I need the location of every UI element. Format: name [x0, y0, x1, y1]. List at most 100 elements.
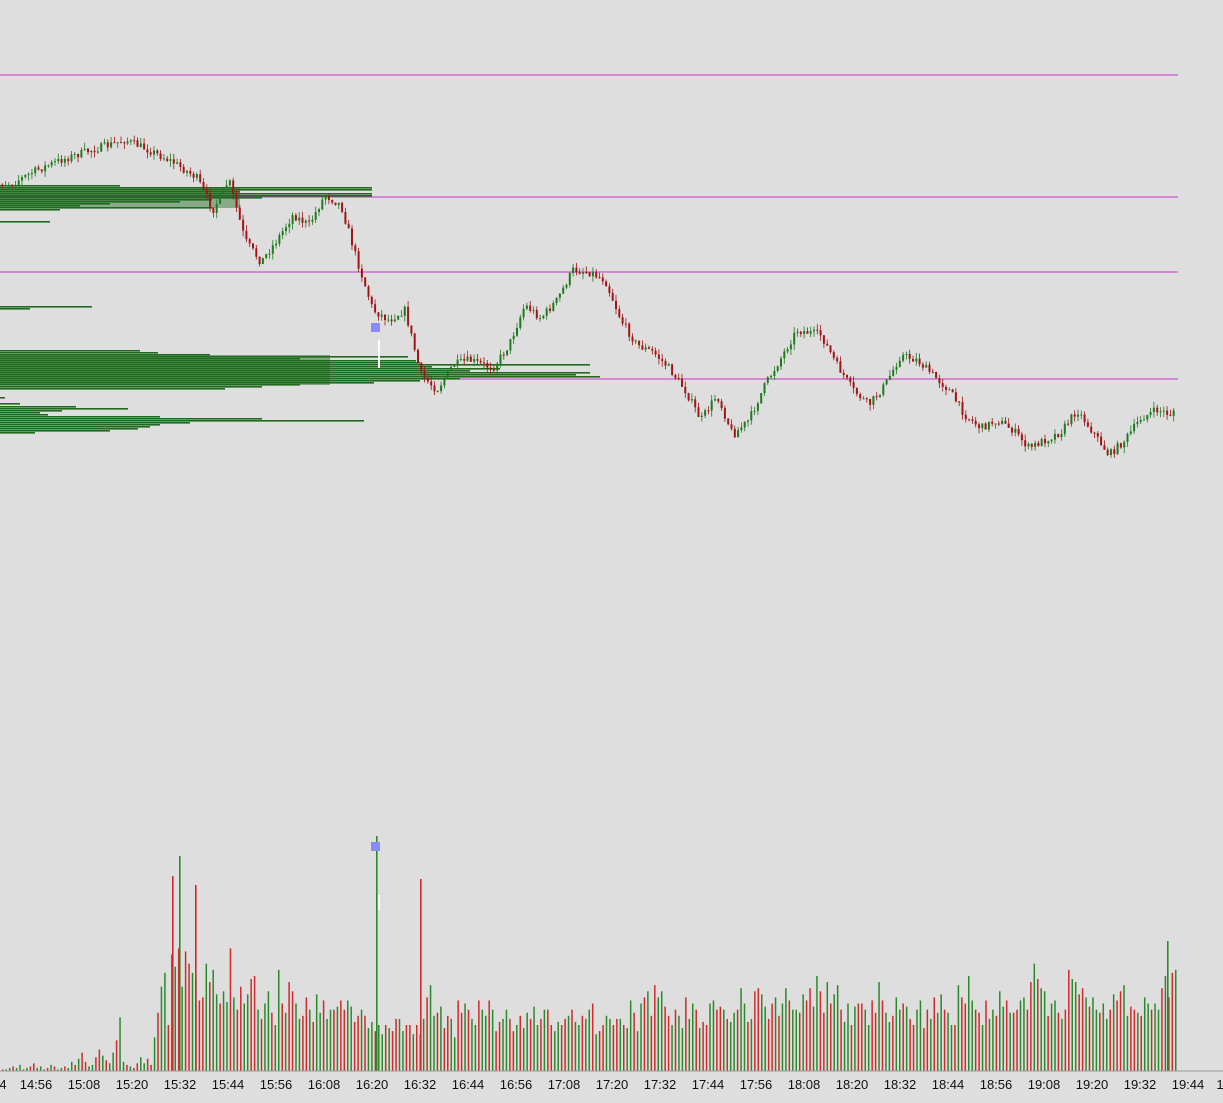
candle-body [743, 421, 746, 428]
volume-bar [77, 1058, 80, 1071]
volume-bar [398, 1018, 401, 1071]
volume-bar [509, 1018, 511, 1071]
candle-body [855, 388, 858, 395]
volume-bar [943, 1009, 946, 1071]
candle-body [281, 231, 284, 236]
volume-bar [440, 1006, 442, 1071]
volume-bar [112, 1052, 114, 1071]
volume-bar [626, 1028, 628, 1071]
volume-bar [657, 997, 659, 1071]
volume-bar [1064, 1009, 1067, 1071]
candle-body [1090, 426, 1093, 433]
candle-body [806, 331, 809, 334]
volume-bar [740, 988, 742, 1071]
candle-body [565, 284, 568, 288]
volume-bar [347, 1000, 349, 1071]
volume-bar [81, 1052, 83, 1071]
candle-body [1119, 443, 1122, 448]
volume-bar [1175, 969, 1177, 1071]
volume-bar [171, 954, 173, 1071]
candle-body [720, 401, 723, 409]
candle-body [331, 200, 334, 203]
volume-bar [533, 1006, 535, 1071]
profile-bar [0, 428, 138, 430]
profile-bar [0, 422, 190, 424]
candle-body [1172, 410, 1175, 416]
candle-body [558, 293, 561, 298]
volume-bar [1054, 1000, 1056, 1071]
candle-body [740, 427, 743, 431]
candle-body [96, 151, 99, 153]
x-tick-label: 19:20 [1076, 1077, 1109, 1092]
volume-bar [29, 1066, 32, 1071]
profile-block [0, 188, 240, 208]
candle-body [258, 256, 261, 265]
profile-block [0, 355, 330, 385]
candle-body [608, 286, 611, 293]
candle-body [1133, 423, 1136, 432]
volume-bar [809, 988, 811, 1071]
candle-body [756, 403, 759, 411]
candle-body [400, 315, 403, 317]
volume-bar [916, 1009, 918, 1071]
volume-bar [681, 1028, 684, 1071]
profile-bar [0, 430, 110, 432]
candle-body [512, 335, 515, 340]
candle-body [347, 223, 350, 229]
volume-bar [785, 988, 787, 1071]
candle-body [209, 194, 212, 208]
volume-bar [450, 1018, 452, 1071]
markers [371, 323, 380, 910]
candle-body [634, 340, 637, 342]
candle-body [265, 254, 268, 258]
candle-body [232, 180, 235, 194]
volume-bar [750, 1018, 753, 1071]
volume-bar [761, 994, 763, 1071]
volume-bar [457, 1000, 459, 1071]
volume-bar [26, 1067, 28, 1071]
volume-bar [305, 997, 308, 1071]
volume-bar [892, 1015, 894, 1071]
candle-body [621, 317, 624, 324]
candle-body [819, 330, 822, 336]
volume-bar [647, 991, 649, 1071]
candle-body [291, 215, 294, 224]
volume-bar [812, 1006, 815, 1071]
profile-bar [0, 414, 48, 416]
candle-body [991, 421, 994, 424]
volume-bar [985, 1000, 987, 1071]
candle-body [1083, 414, 1086, 423]
volume-bar [322, 1000, 325, 1071]
volume-bar [716, 1009, 718, 1071]
volume-bar [1057, 1012, 1060, 1071]
candle-body [1, 184, 4, 187]
volume-bar [847, 1003, 849, 1071]
volume-bar [1016, 1009, 1018, 1071]
candle-body [63, 158, 66, 163]
candle-body [446, 370, 449, 379]
candle-body [971, 419, 974, 421]
volume-bar [899, 1009, 901, 1071]
volume-bar [902, 1003, 904, 1071]
volume-bar [933, 997, 935, 1071]
x-tick-label: 16:20 [356, 1077, 389, 1092]
candle-body [182, 166, 185, 173]
candle-body [298, 217, 301, 221]
volume-bar [1109, 1009, 1111, 1071]
volume-bar [609, 1018, 611, 1071]
volume-bar [1068, 969, 1070, 1071]
candle-body [133, 140, 136, 142]
marker-square [371, 323, 380, 332]
candle-body [1146, 415, 1149, 420]
volume-bar [688, 1018, 691, 1071]
volume-bar [1061, 1018, 1063, 1071]
volume-bar [643, 997, 646, 1071]
candle-body [318, 209, 320, 212]
profile-bar [0, 187, 372, 189]
candle-body [87, 148, 89, 153]
candle-body [638, 340, 641, 346]
volume-bar [836, 985, 839, 1071]
volume-bar [923, 1028, 925, 1071]
